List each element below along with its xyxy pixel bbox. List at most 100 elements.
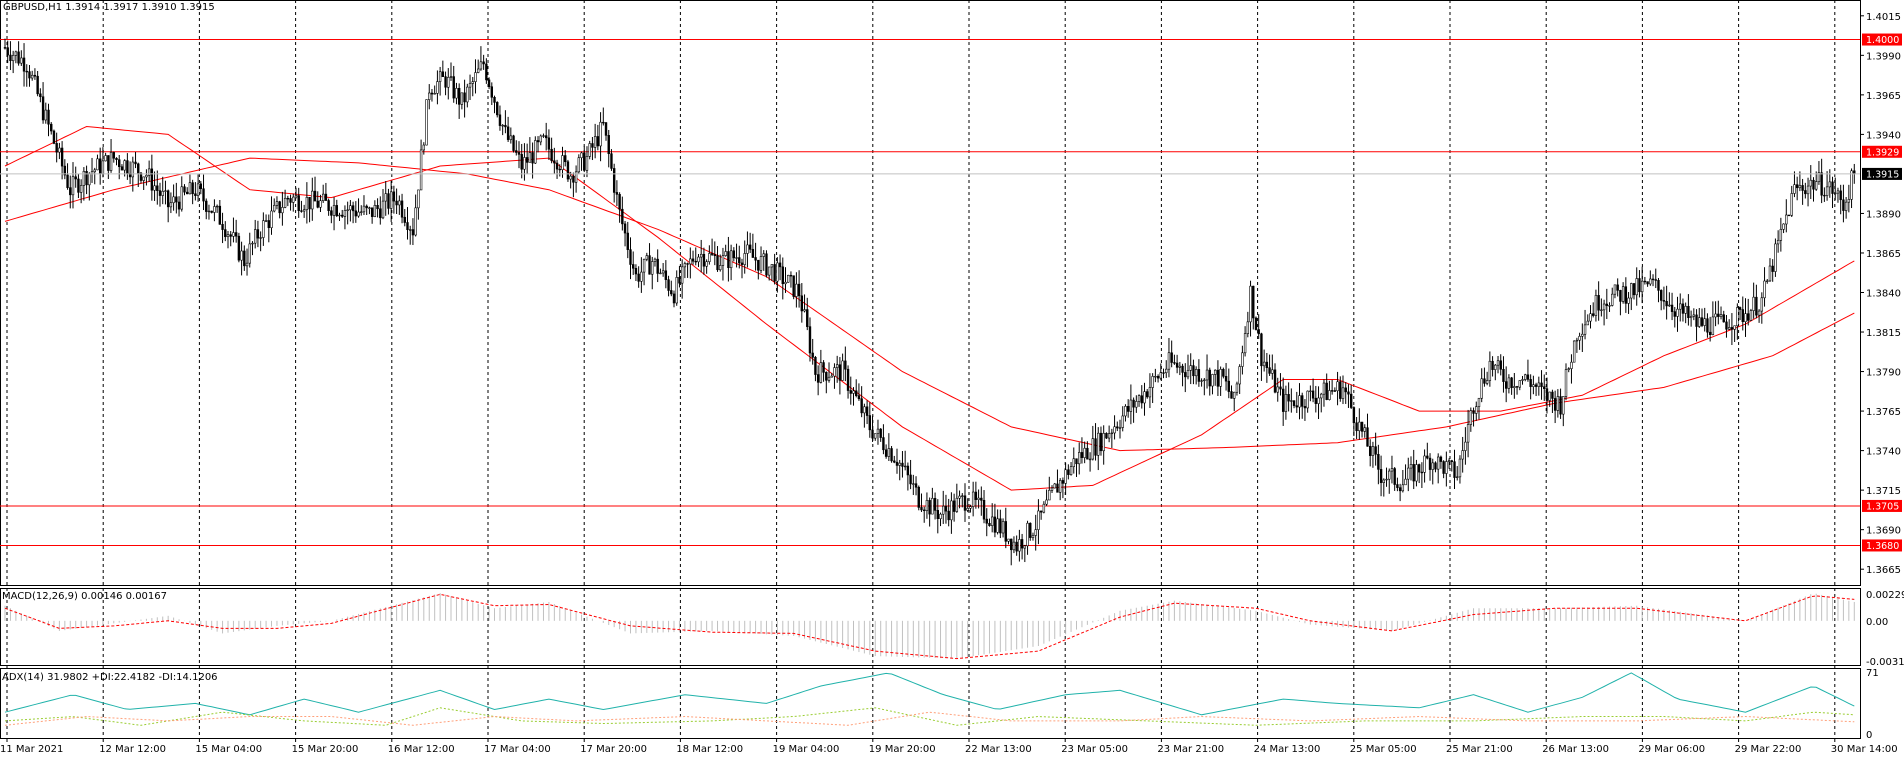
price-pane[interactable]: GBPUSD,H1 1.3914 1.3917 1.3910 1.3915 — [0, 0, 1861, 586]
candle-body — [28, 71, 31, 79]
candle-body — [1146, 391, 1149, 398]
candle-body — [452, 76, 455, 99]
candle-body — [974, 491, 978, 500]
candle-body — [1320, 393, 1323, 399]
candle-body — [1456, 476, 1459, 478]
candle-body — [591, 143, 594, 148]
candle-body — [237, 235, 241, 261]
candle-body — [884, 449, 888, 457]
candle-body — [1053, 483, 1056, 489]
candle-body — [1279, 386, 1282, 390]
candle-body — [1211, 374, 1214, 387]
candle-body — [1719, 314, 1723, 317]
candle-body — [1132, 399, 1135, 408]
candle-body — [1627, 297, 1630, 304]
candle-body — [1461, 450, 1464, 460]
candle-body — [833, 367, 836, 377]
candle-body — [1643, 280, 1647, 283]
candle-body — [430, 92, 434, 95]
candle-body — [697, 256, 700, 263]
candle-body — [341, 214, 344, 217]
candle-body — [1804, 190, 1807, 195]
level-price-label: 1.4000 — [1866, 35, 1899, 46]
price-tick-label: 1.3940 — [1866, 130, 1901, 141]
candle-body — [1706, 318, 1709, 333]
candle-body — [338, 214, 341, 217]
candle-body — [555, 162, 559, 170]
candle-body — [351, 205, 355, 212]
candle-body — [183, 186, 186, 193]
candle-body — [1679, 303, 1682, 310]
candle-body — [1333, 390, 1337, 392]
candle-body — [547, 137, 551, 150]
candle-body — [1757, 310, 1761, 316]
candle-body — [324, 193, 328, 201]
time-label: 30 Mar 14:00 — [1831, 744, 1898, 755]
candle-body — [69, 187, 72, 196]
candle-body — [20, 57, 23, 64]
candle-body — [675, 277, 678, 304]
candle-body — [41, 96, 45, 121]
candle-body — [917, 486, 920, 508]
candle-body — [487, 79, 491, 88]
candle-body — [827, 376, 831, 381]
candle-body — [852, 390, 855, 394]
price-tick-label: 1.3715 — [1866, 486, 1901, 497]
candle-body — [1126, 405, 1130, 412]
candle-body — [1621, 286, 1625, 302]
candle-body — [1760, 297, 1764, 312]
candle-body — [1295, 405, 1298, 408]
adx-pane[interactable]: ADX(14) 31.9802 +DI:22.4182 -DI:14.1206 — [0, 668, 1861, 739]
candle-body — [1080, 452, 1084, 458]
candle-body — [1619, 290, 1622, 302]
candle-body — [1450, 460, 1453, 463]
candle-body — [1844, 201, 1848, 211]
candle-body — [1692, 314, 1696, 317]
candle-body — [1659, 290, 1663, 301]
macd-tick-label: 0.00229 — [1866, 590, 1904, 601]
candle-body — [270, 210, 273, 229]
candle-body — [457, 87, 461, 105]
candle-body — [308, 197, 311, 210]
candle-body — [264, 220, 268, 222]
price-axis[interactable]: 1.4015 1.3990 1.3965 1.3940 1.3890 1.3865 1.38… — [1860, 12, 1902, 576]
candle-body — [699, 253, 703, 258]
candle-body — [1510, 377, 1513, 388]
candle-body — [906, 465, 910, 476]
candle-body — [1290, 400, 1293, 402]
candle-body — [1094, 438, 1097, 456]
candle-body — [509, 135, 513, 140]
candle-body — [1336, 381, 1339, 392]
candle-body — [251, 242, 254, 245]
adx-main-line — [4, 672, 1855, 716]
candle-body — [1592, 313, 1595, 316]
candle-body — [419, 149, 423, 191]
candle-body — [1488, 360, 1492, 381]
candle-body — [868, 415, 872, 431]
macd-pane[interactable]: MACD(12,26,9) 0.00146 0.00167 — [0, 588, 1861, 666]
candle-body — [476, 68, 480, 73]
candle-body — [253, 229, 257, 244]
candle-body — [757, 259, 760, 271]
candle-body — [1793, 184, 1796, 194]
candle-body — [1026, 522, 1029, 547]
time-axis[interactable]: 11 Mar 2021 12 Mar 12:00 15 Mar 04:00 15 Ma… — [0, 738, 1898, 755]
candle-body — [229, 234, 232, 237]
candle-body — [205, 200, 208, 212]
candle-body — [504, 124, 507, 128]
candle-body — [1687, 305, 1690, 319]
candle-body — [175, 196, 178, 203]
candle-body — [381, 200, 385, 219]
candle-body — [1747, 313, 1750, 321]
candle-body — [751, 249, 755, 258]
candle-body — [22, 57, 26, 72]
candle-body — [1768, 265, 1772, 282]
candle-body — [1502, 369, 1505, 382]
candle-body — [1436, 456, 1440, 470]
candle-body — [66, 174, 69, 188]
candle-body — [1733, 325, 1736, 330]
candle-body — [362, 205, 366, 213]
candle-body — [414, 207, 417, 236]
